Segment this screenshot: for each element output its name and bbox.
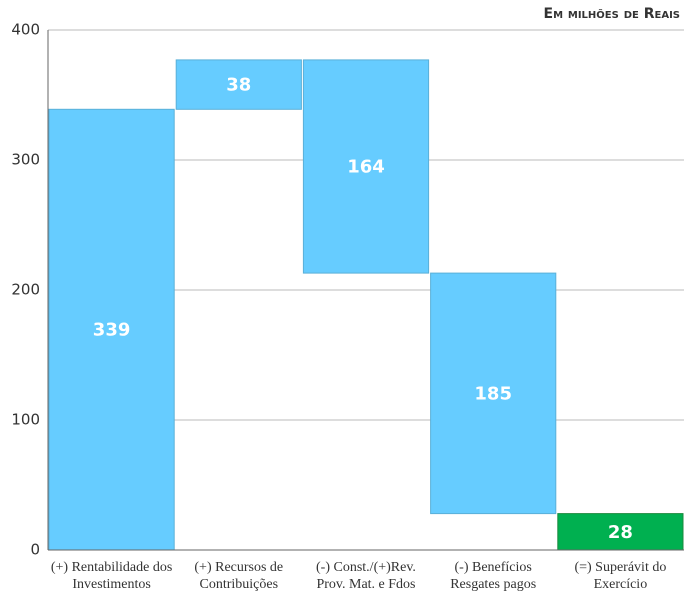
y-tick-label: 300: [11, 151, 40, 169]
chart-subtitle: Em milhões de Reais: [544, 6, 681, 22]
y-tick-label: 100: [11, 411, 40, 429]
x-tick-label: (-) Benefícios Resgates pagos: [450, 560, 537, 592]
x-tick-label: (+) Rentabilidade dos Investimentos: [50, 560, 173, 592]
bar: [48, 108, 175, 551]
y-tick-label: 400: [11, 21, 40, 39]
x-tick-label: (=) Superávit do Exercício: [574, 560, 667, 592]
x-tick-label: (-) Const./(+)Rev. Prov. Mat. e Fdos: [316, 560, 416, 592]
data-label: 339: [93, 320, 131, 341]
bar: [302, 59, 430, 274]
bar: [430, 272, 557, 515]
data-label: 38: [226, 75, 251, 96]
data-label: 185: [474, 383, 512, 404]
y-tick-label: 200: [11, 281, 40, 299]
data-label: 28: [608, 522, 633, 543]
data-label: 164: [347, 157, 385, 178]
bar: [175, 59, 302, 110]
x-tick-label: (+) Recursos de Contribuições: [194, 560, 284, 592]
y-tick-label: 0: [30, 541, 40, 559]
bar: [557, 513, 684, 551]
